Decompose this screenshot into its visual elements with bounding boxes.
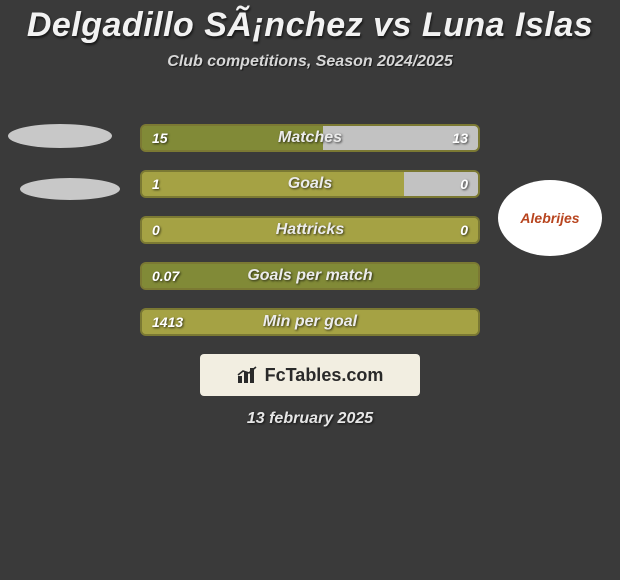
page-subtitle: Club competitions, Season 2024/2025 [0, 53, 620, 71]
page-title: Delgadillo SÃ¡nchez vs Luna Islas [0, 0, 620, 45]
right-club-badge: Alebrijes [498, 180, 602, 256]
stat-bar-left-segment [142, 310, 478, 334]
stat-bar-row: Hattricks00 [140, 216, 480, 244]
left-club-badge-placeholder-1 [8, 124, 112, 148]
stat-bar-row: Goals10 [140, 170, 480, 198]
stat-bar-left-segment [142, 172, 404, 196]
branding-box: FcTables.com [200, 354, 420, 396]
stat-bar-row: Goals per match0.07 [140, 262, 480, 290]
stat-bar-left-segment [142, 264, 478, 288]
branding-label: FcTables.com [237, 365, 384, 386]
left-club-badge-placeholder-2 [20, 178, 120, 200]
stat-bar-row: Min per goal1413 [140, 308, 480, 336]
right-club-badge-text: Alebrijes [520, 211, 579, 225]
stat-bar-left-segment [142, 126, 323, 150]
date-label: 13 february 2025 [0, 410, 620, 428]
branding-text: FcTables.com [265, 365, 384, 386]
chart-icon [237, 366, 259, 384]
stat-bar-right-segment [404, 172, 478, 196]
stats-bar-group: Matches1513 Goals10 Hattricks00 Goals per m… [140, 124, 480, 354]
stat-bar-row: Matches1513 [140, 124, 480, 152]
stat-bar-left-segment [142, 218, 478, 242]
stat-bar-right-segment [323, 126, 478, 150]
